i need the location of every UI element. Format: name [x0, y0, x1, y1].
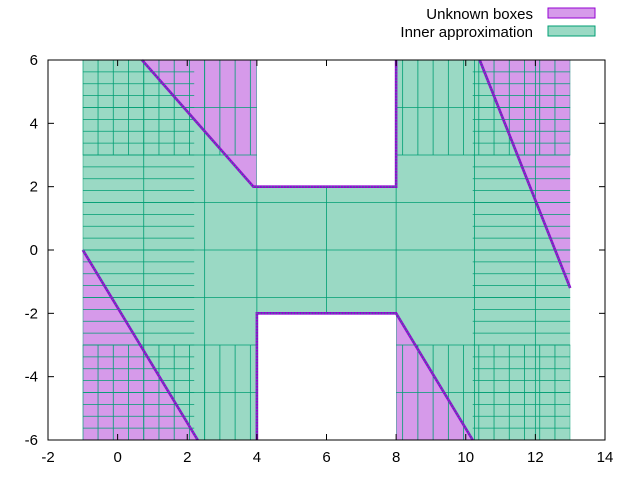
y-tick-label: -4: [25, 369, 38, 386]
x-tick-label: 14: [597, 449, 614, 466]
boundary-inner-1: [479, 59, 571, 289]
y-tick-label: 4: [30, 115, 38, 132]
legend-swatch-inner: [547, 25, 596, 37]
x-tick-label: -2: [41, 449, 54, 466]
boundary-inner-3: [256, 312, 474, 441]
axis-ticks: -2 0 2 4 6 8 10 12 14 -6 -4 -2 0 2 4 6: [25, 52, 614, 466]
x-tick-label: 12: [527, 449, 544, 466]
x-tick-label: 10: [457, 449, 474, 466]
region-boundaries: [81, 59, 572, 441]
legend: Unknown boxes Inner approximation: [400, 6, 596, 41]
x-tick-label: 0: [113, 449, 121, 466]
y-tick-label: 6: [30, 52, 38, 69]
x-tick-label: 4: [253, 449, 261, 466]
x-tick-label: 6: [322, 449, 330, 466]
y-tick-label: 2: [30, 179, 38, 196]
boundary-inner-2: [82, 249, 199, 441]
y-tick-label: -2: [25, 305, 38, 322]
y-tick-label: -6: [25, 432, 38, 449]
legend-label-inner: Inner approximation: [400, 24, 533, 41]
x-tick-label: 2: [183, 449, 191, 466]
legend-label-unknown: Unknown boxes: [426, 6, 533, 23]
boundary-inner-0: [141, 59, 397, 188]
x-tick-label: 8: [392, 449, 400, 466]
legend-swatch-unknown: [547, 7, 596, 19]
y-tick-label: 0: [30, 242, 38, 259]
